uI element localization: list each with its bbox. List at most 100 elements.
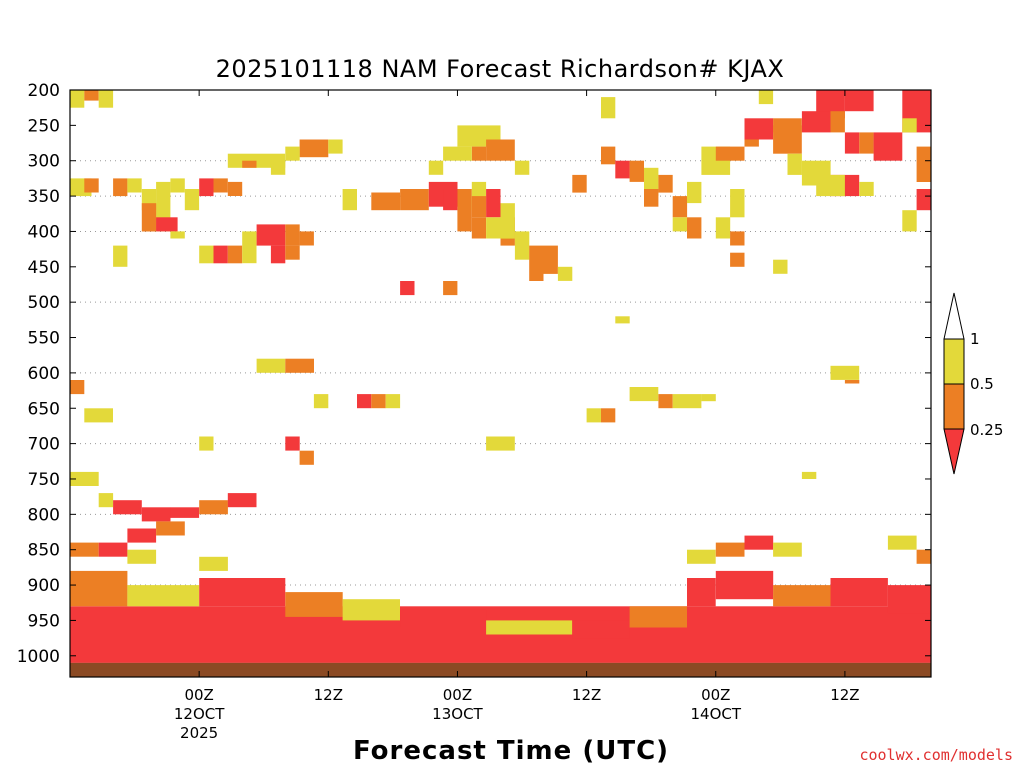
cell-133 (285, 358, 314, 373)
cell-31 (328, 139, 343, 154)
chart-title: 2025101118 NAM Forecast Richardson# KJAX (216, 55, 785, 83)
cell-43 (486, 139, 515, 161)
cell-30 (299, 139, 329, 158)
cell-132 (256, 358, 286, 373)
cell-178 (773, 585, 831, 607)
y-tick-label-950: 950 (28, 611, 60, 631)
cell-34 (371, 192, 400, 211)
y-tick-label-800: 800 (28, 505, 60, 525)
cell-188 (887, 535, 917, 550)
cell-146 (586, 408, 601, 423)
cell-4 (84, 178, 99, 193)
cell-67 (687, 181, 702, 204)
heatmap-cells (70, 90, 931, 663)
cell-11 (156, 217, 178, 232)
cell-0 (70, 90, 85, 108)
legend-label-1: 0.5 (970, 375, 994, 393)
cell-65 (644, 189, 659, 207)
cell-154 (98, 493, 114, 508)
cell-164 (127, 549, 157, 564)
cell-147 (601, 408, 616, 423)
cell-163 (98, 542, 128, 557)
cell-72 (730, 231, 745, 246)
cell-159 (227, 493, 257, 508)
x-tick-label-0-3: 2025 (180, 724, 218, 742)
cell-24 (285, 224, 300, 246)
cell-6 (127, 178, 142, 193)
y-axis: 200 250 300 350 400 450 500 550 600 650 700 750 800 8… (17, 81, 931, 667)
cell-33 (342, 189, 357, 211)
cell-2 (98, 90, 114, 108)
cell-14 (199, 178, 214, 197)
y-tick-label-500: 500 (28, 293, 60, 313)
cell-15 (213, 178, 228, 193)
y-tick-label-400: 400 (28, 222, 60, 242)
cell-131 (199, 436, 214, 451)
cell-49 (514, 231, 530, 260)
y-tick-label-700: 700 (28, 435, 60, 455)
cell-99 (916, 146, 931, 182)
legend-label-2: 0.25 (970, 421, 1003, 439)
cell-144 (672, 394, 702, 409)
colorbar-legend: 1 0.5 0.25 (943, 292, 1003, 475)
cell-45 (443, 146, 472, 161)
y-tick-label-250: 250 (28, 116, 60, 136)
cell-82 (859, 181, 874, 196)
cell-74 (715, 146, 745, 161)
cell-32 (285, 146, 300, 161)
cell-140 (486, 436, 515, 451)
cell-138 (285, 436, 300, 451)
cell-171 (342, 599, 400, 621)
cell-59 (601, 97, 616, 119)
cell-84 (758, 90, 774, 105)
x-tick-label-2-1: 00Z (443, 686, 472, 704)
cell-42 (471, 146, 487, 161)
cell-12 (170, 231, 185, 239)
cell-176 (687, 578, 716, 607)
y-tick-label-600: 600 (28, 364, 60, 384)
cell-55 (443, 281, 458, 296)
cell-76 (744, 118, 774, 140)
cell-44 (428, 160, 444, 175)
cell-37 (457, 189, 472, 232)
cell-1 (84, 90, 99, 101)
cell-25 (285, 245, 300, 260)
cell-148 (830, 365, 860, 380)
cell-28 (242, 160, 257, 168)
cell-53 (500, 203, 515, 239)
cell-54 (400, 281, 415, 296)
cell-155 (113, 500, 142, 515)
cell-64 (658, 174, 673, 193)
cell-51 (543, 245, 558, 274)
cell-47 (486, 217, 501, 239)
cell-13 (184, 189, 200, 211)
cell-88 (844, 90, 874, 112)
x-tick-label-0-2: 12OCT (174, 705, 225, 723)
cell-187 (773, 542, 802, 557)
y-tick-label-900: 900 (28, 576, 60, 596)
cell-61 (615, 160, 630, 179)
y-tick-label-650: 650 (28, 399, 60, 419)
legend-arrow-bottom (943, 428, 965, 475)
legend-label-0: 1 (970, 330, 980, 348)
cell-68 (672, 217, 688, 232)
cell-60 (601, 146, 616, 165)
cell-170 (285, 592, 343, 617)
cell-10 (141, 203, 157, 232)
cell-57 (557, 266, 573, 281)
plot-frame (69, 89, 932, 678)
cell-90 (830, 111, 845, 133)
cell-35 (400, 189, 429, 211)
cell-5 (113, 178, 128, 197)
cell-139 (299, 450, 314, 465)
x-tick-label-1-1: 12Z (314, 686, 343, 704)
cell-136 (371, 394, 386, 409)
cell-9 (170, 178, 185, 193)
cell-81 (816, 174, 845, 197)
cell-69 (687, 217, 702, 239)
x-axis-title: Forecast Time (UTC) (353, 736, 669, 766)
cell-91 (844, 132, 860, 154)
y-tick-label-550: 550 (28, 329, 60, 349)
cell-16 (227, 181, 243, 196)
